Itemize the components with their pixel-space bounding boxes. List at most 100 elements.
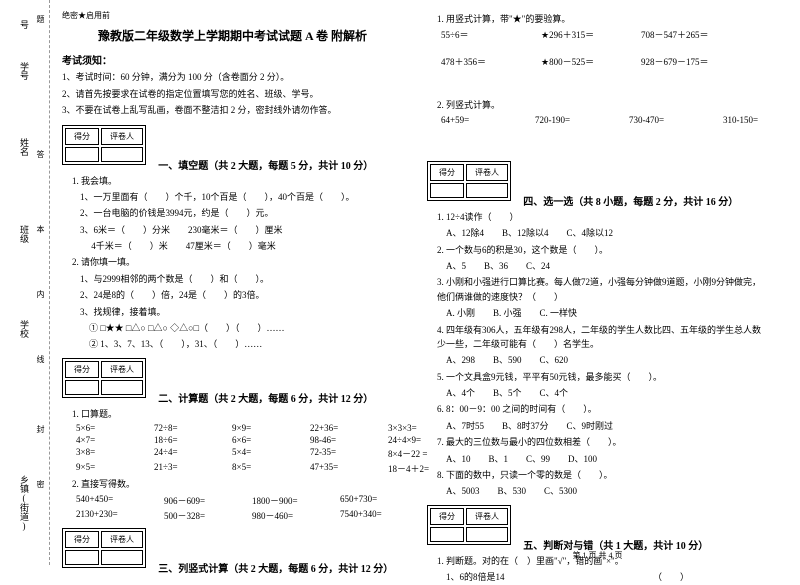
calc-cell: 6×6= xyxy=(232,435,292,445)
q2-line: ① □★★ □△○ □△○ ◇△○□（ ）（ ）…… xyxy=(80,321,403,335)
calc-cell: 500－328= xyxy=(164,509,224,522)
choice-stem: 5. 一个文具盒9元钱，平平有50元钱，最多能买（ ）。 xyxy=(437,370,768,384)
q2-line: 3、找规律，接着填。 xyxy=(80,305,403,319)
q1-line: 1、一万里面有（ ）个千，10个百是（ ），40个百是（ ）。 xyxy=(80,190,403,204)
calc-cell: 8×5= xyxy=(232,462,292,475)
seal-marker: 线 xyxy=(35,355,46,363)
marker-col: 评卷人 xyxy=(101,128,143,145)
bind-label: 乡镇(街道) xyxy=(18,475,31,531)
choice-stem: 6. 8：00－9：00 之间的时间有（ ）。 xyxy=(437,402,768,416)
calc-cell: 906－609= xyxy=(164,494,224,507)
calc-cell: 2130+230= xyxy=(76,509,136,522)
notice-heading: 考试须知： xyxy=(62,52,403,67)
calc-cell: 7540+340= xyxy=(340,509,400,522)
choice-stem: 2. 一个数与6的积是30，这个数是（ ）。 xyxy=(437,243,768,257)
q2-line: 1、与2999相邻的两个数是（ ）和（ ）。 xyxy=(80,272,403,286)
score-table: 得分评卷人 xyxy=(62,358,146,398)
choice-options: A、12除4 B、12除以4 C、4除以12 xyxy=(437,226,768,240)
right-column: 1. 用竖式计算，带"★"的要验算。 55÷6＝ ★296＋315＝ 708－547… xyxy=(415,0,780,565)
seal-marker: 题 xyxy=(35,15,46,23)
q2-line: ② 1、3、7、13、（ ），31、（ ）…… xyxy=(80,337,403,351)
calc-cell: 720-190= xyxy=(535,115,595,125)
choice-options: A、10 B、1 C、99 D、100 xyxy=(437,452,768,466)
bind-label: 姓名 xyxy=(18,138,31,156)
secret-label: 绝密★启用前 xyxy=(62,10,403,21)
notice-line: 2、请首先按要求在试卷的指定位置填写您的姓名、班级、学号。 xyxy=(62,88,403,102)
calc-cell: 21÷3= xyxy=(154,462,214,475)
score-table: 得分评卷人 xyxy=(62,125,146,165)
calc-cell: 72÷8= xyxy=(154,423,214,433)
choice-items: 1. 12÷4读作（ ） A、12除4 B、12除以4 C、4除以12 2. 一个… xyxy=(427,210,768,499)
bind-label: 学校 xyxy=(18,320,31,338)
calc-cell: 478＋356＝ xyxy=(441,55,501,68)
bind-label: 班级 xyxy=(18,225,31,243)
left-column: 绝密★启用前 豫教版二年级数学上学期期中考试试题 A 卷 附解析 考试须知： 1… xyxy=(50,0,415,565)
section-3-title: 三、列竖式计算（共 2 大题，每题 6 分，共计 12 分） xyxy=(158,560,393,575)
calc-cell: ★800－525＝ xyxy=(541,55,601,68)
s2-q2-head: 2. 直接写得数。 xyxy=(72,477,403,491)
q1-head: 1. 我会填。 xyxy=(72,174,403,188)
exam-title: 豫教版二年级数学上学期期中考试试题 A 卷 附解析 xyxy=(62,27,403,44)
score-col: 得分 xyxy=(65,128,99,145)
q1-line: 2、一台电脑的价钱是3994元，约是（ ）元。 xyxy=(80,206,403,220)
choice-stem: 7. 最大的三位数与最小的四位数相差（ ）。 xyxy=(437,435,768,449)
bind-label: 学号 xyxy=(18,62,31,80)
score-col: 得分 xyxy=(430,508,464,525)
choice-options: A、4个 B、5个 C、4个 xyxy=(437,386,768,400)
seal-marker: 答 xyxy=(35,150,46,158)
calc-cell: 72-35= xyxy=(310,447,370,460)
seal-marker: 本 xyxy=(35,225,46,233)
calc-cell: 310-150= xyxy=(723,115,783,125)
marker-col: 评卷人 xyxy=(466,508,508,525)
q2-line: 2、24是8的（ ）倍，24是（ ）的3倍。 xyxy=(80,288,403,302)
calc-cell: 4×7= xyxy=(76,435,136,445)
calc-cell: ★296＋315＝ xyxy=(541,28,601,41)
binding-gutter: 号 学号 姓名 班级 学校 乡镇(街道) 题 答 本 内 线 封 密 xyxy=(0,0,50,565)
q1-line: 4千米＝（ ）米 47厘米＝（ ）毫米 xyxy=(80,239,403,253)
calc-cell: 5×6= xyxy=(76,423,136,433)
calc-rows-1: 5×6=72÷8=9×9=22+36=3×3×3=4×7=18÷6=6×6=98… xyxy=(62,423,403,475)
choice-stem: 1. 12÷4读作（ ） xyxy=(437,210,768,224)
marker-col: 评卷人 xyxy=(101,531,143,548)
score-col: 得分 xyxy=(65,531,99,548)
choice-options: A. 小刚 B. 小强 C. 一样快 xyxy=(437,306,768,320)
section-4-title: 四、选一选（共 8 小题，每题 2 分，共计 16 分） xyxy=(523,193,738,208)
choice-stem: 8. 下面的数中，只读一个零的数是（ ）。 xyxy=(437,468,768,482)
vert-calc-rows-2: 64+59=720-190=730-470=310-150= xyxy=(427,115,768,125)
notice-line: 3、不要在试卷上乱写乱画，卷面不整洁扣 2 分，密封线外请勿作答。 xyxy=(62,104,403,118)
score-table: 得分评卷人 xyxy=(427,161,511,201)
calc-cell: 47+35= xyxy=(310,462,370,475)
marker-col: 评卷人 xyxy=(101,361,143,378)
calc-cell: 980－460= xyxy=(252,509,312,522)
choice-stem: 3. 小刚和小强进行口算比赛。每人做72道，小强每分钟做9道题，小刚9分钟做完，… xyxy=(437,275,768,304)
seal-marker: 密 xyxy=(35,480,46,488)
calc-rows-2: 540+450=906－609=1800－900=650+730=2130+23… xyxy=(62,494,403,522)
section-2-title: 二、计算题（共 2 大题，每题 6 分，共计 12 分） xyxy=(158,390,373,405)
bind-label: 号 xyxy=(18,20,31,29)
calc-cell: 3×8= xyxy=(76,447,136,460)
calc-cell: 708－547＋265＝ xyxy=(641,28,709,41)
score-table: 得分评卷人 xyxy=(62,528,146,568)
calc-cell: 18÷6= xyxy=(154,435,214,445)
calc-cell: 64+59= xyxy=(441,115,501,125)
page-footer: 第 1 页 共 4 页 xyxy=(415,550,780,561)
s3-q2-head: 2. 列竖式计算。 xyxy=(437,98,768,112)
seal-marker: 封 xyxy=(35,425,46,433)
s5-line: 1、6的8倍是14 （ ） xyxy=(437,570,768,584)
calc-cell: 22+36= xyxy=(310,423,370,433)
choice-options: A、7时55 B、8时37分 C、9时刚过 xyxy=(437,419,768,433)
s3-q1-head: 1. 用竖式计算，带"★"的要验算。 xyxy=(437,12,768,26)
calc-cell: 650+730= xyxy=(340,494,400,507)
calc-cell: 540+450= xyxy=(76,494,136,507)
vert-calc-rows-1: 55÷6＝ ★296＋315＝ 708－547＋265＝ 478＋356＝ ★800－5… xyxy=(427,28,768,68)
marker-col: 评卷人 xyxy=(466,164,508,181)
q1-line: 3、6米＝（ ）分米 230毫米＝（ ）厘米 xyxy=(80,223,403,237)
score-table: 得分评卷人 xyxy=(427,505,511,545)
section-1-title: 一、填空题（共 2 大题，每题 5 分，共计 10 分） xyxy=(158,157,373,172)
q2-head: 2. 请你填一填。 xyxy=(72,255,403,269)
calc-cell: 55÷6＝ xyxy=(441,28,501,41)
calc-cell: 9×5= xyxy=(76,462,136,475)
notice-line: 1、考试时间：60 分钟，满分为 100 分（含卷面分 2 分）。 xyxy=(62,71,403,85)
choice-options: A、5 B、36 C、24 xyxy=(437,259,768,273)
score-col: 得分 xyxy=(430,164,464,181)
